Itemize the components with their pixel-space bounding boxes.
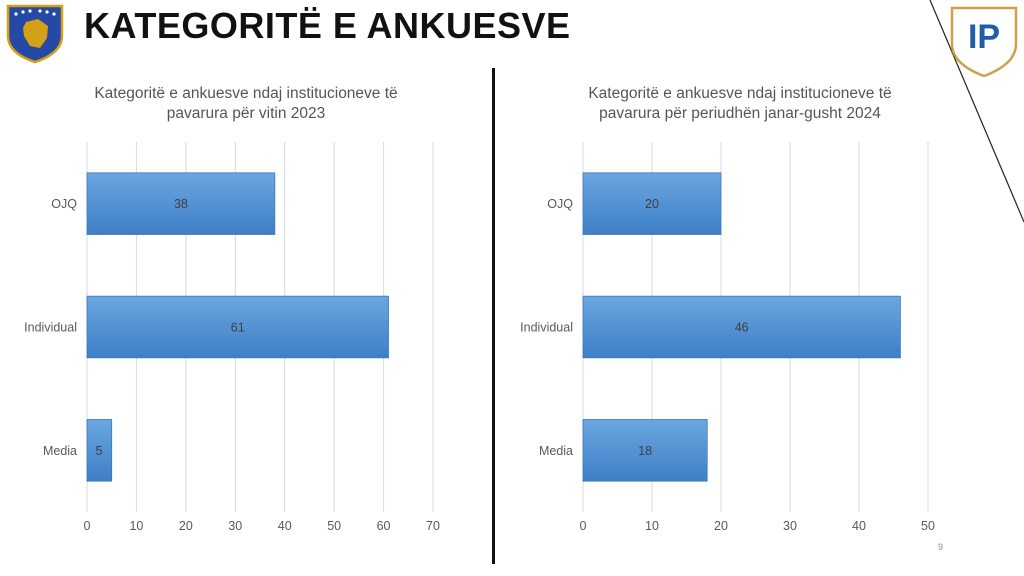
chart-2024: Kategoritë e ankuesve ndaj institucionev…	[500, 78, 980, 548]
x-tick-label: 50	[327, 519, 341, 533]
bar-ojq	[582, 172, 722, 235]
x-tick-label: 40	[852, 519, 866, 533]
data-label: 61	[231, 321, 245, 335]
bar-media	[86, 419, 113, 482]
bar-chart-plot: 0 10 20 30 40 50 OJQ 20 Individual 46 Media 18	[520, 142, 935, 533]
x-tick-label: 20	[179, 519, 193, 533]
chart-title-line-2: pavarura për periudhën janar-gusht 2024	[599, 105, 881, 122]
data-label: 5	[96, 444, 103, 458]
page-number: 9	[938, 542, 944, 552]
x-tick-label: 60	[377, 519, 391, 533]
x-tick-label: 50	[921, 519, 935, 533]
data-label: 38	[174, 197, 188, 211]
data-label: 20	[645, 197, 659, 211]
x-tick-label: 70	[426, 519, 440, 533]
chart-title: Kategoritë e ankuesve ndaj institucionev…	[500, 84, 980, 124]
data-label: 18	[638, 444, 652, 458]
slide-title: KATEGORITË E ANKUESVE	[84, 5, 571, 46]
category-label: Individual	[24, 321, 77, 335]
logo-text: IP	[968, 18, 1000, 56]
x-tick-label: 10	[129, 519, 143, 533]
category-label: OJQ	[547, 197, 573, 211]
x-tick-label: 30	[783, 519, 797, 533]
bar-individual	[86, 295, 389, 359]
kosovo-emblem-icon	[6, 4, 64, 64]
x-tick-label: 30	[228, 519, 242, 533]
chart-2023: Kategoritë e ankuesve ndaj institucionev…	[6, 78, 486, 548]
chart-title-line-1: Kategoritë e ankuesve ndaj institucionev…	[588, 85, 892, 102]
x-tick-label: 20	[714, 519, 728, 533]
chart-title-line-2: pavarura për vitin 2023	[166, 105, 326, 122]
category-label: Individual	[520, 321, 573, 335]
bar-ojq	[86, 172, 276, 235]
x-tick-label: 0	[84, 519, 91, 533]
x-tick-label: 0	[580, 519, 587, 533]
category-label: OJQ	[51, 197, 77, 211]
data-label: 46	[735, 321, 749, 335]
category-label: Media	[43, 444, 77, 458]
x-tick-label: 10	[645, 519, 659, 533]
bar-individual	[582, 295, 901, 359]
chart-divider	[492, 68, 495, 564]
chart-title-line-1: Kategoritë e ankuesve ndaj institucionev…	[94, 85, 398, 102]
bar-media	[582, 419, 708, 482]
chart-title: Kategoritë e ankuesve ndaj institucionev…	[6, 84, 486, 124]
x-tick-label: 40	[278, 519, 292, 533]
ip-logo-icon: IP	[950, 6, 1018, 78]
bar-chart-plot: 0 10 20 30 40 50 60 70 OJQ 38 Individual 61 Media 5	[24, 142, 440, 533]
category-label: Media	[539, 444, 573, 458]
